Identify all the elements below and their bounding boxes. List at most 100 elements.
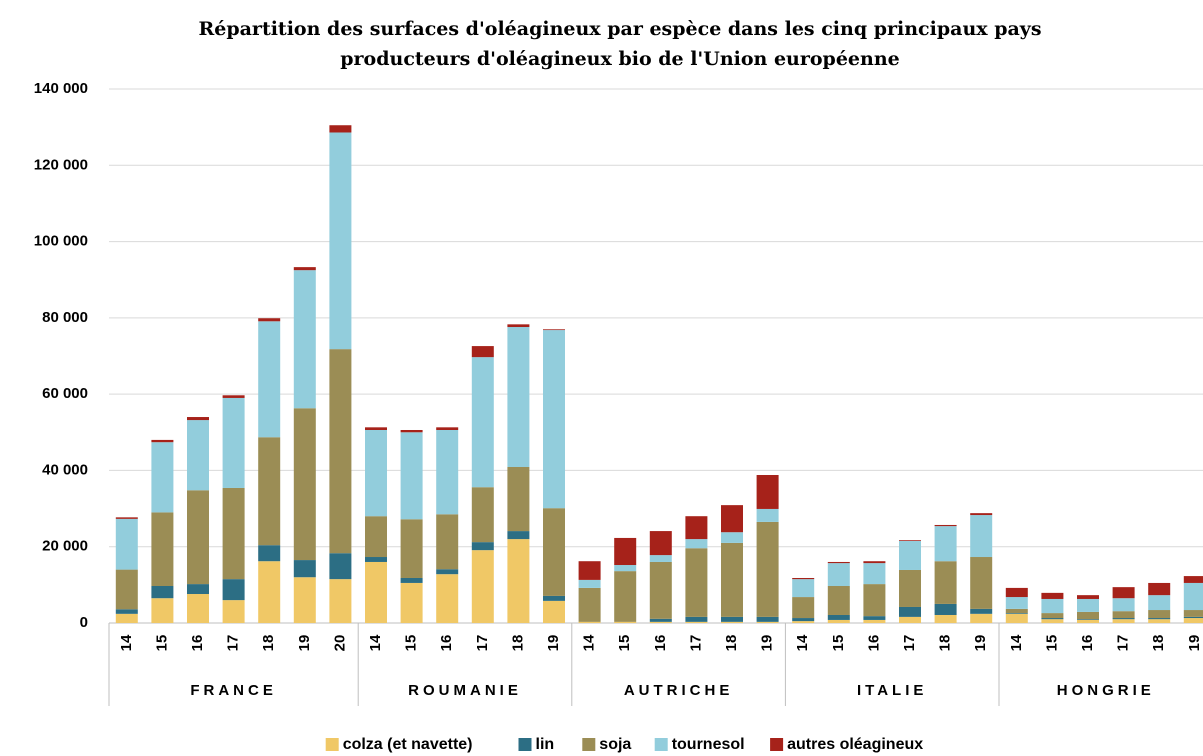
bar-segment bbox=[365, 516, 387, 558]
bar-segment bbox=[400, 432, 423, 520]
bar-segment bbox=[1112, 598, 1135, 612]
x-tick-label: 16 bbox=[1079, 635, 1096, 652]
bar-segment bbox=[685, 516, 708, 540]
bar-segment bbox=[436, 429, 459, 515]
bar-segment bbox=[578, 621, 601, 623]
bar-segment bbox=[400, 429, 423, 433]
bar-segment bbox=[649, 555, 672, 562]
bar-segment bbox=[578, 561, 601, 580]
bar-segment bbox=[685, 548, 708, 617]
bar-segment bbox=[970, 515, 993, 558]
bar-segment bbox=[507, 324, 530, 328]
y-tick-label: 0 bbox=[80, 614, 88, 631]
legend-swatch bbox=[770, 738, 784, 751]
y-tick-label: 140 000 bbox=[34, 80, 88, 97]
group-label: FRANCE bbox=[190, 682, 277, 699]
bar-segment bbox=[1005, 597, 1028, 609]
x-tick-label: 15 bbox=[403, 635, 420, 652]
bar-segment bbox=[1112, 587, 1135, 599]
bar-segment bbox=[471, 542, 494, 551]
bar-segment bbox=[1112, 619, 1135, 623]
bar-segment bbox=[115, 569, 138, 610]
bar-segment bbox=[471, 550, 494, 623]
group-label: AUTRICHE bbox=[624, 682, 734, 699]
bar-segment bbox=[507, 539, 530, 623]
bar-segment bbox=[614, 571, 637, 622]
x-tick-label: 16 bbox=[865, 635, 882, 652]
bar-segment bbox=[649, 531, 672, 556]
bar-segment bbox=[436, 569, 459, 575]
x-tick-label: 14 bbox=[1008, 634, 1025, 651]
bar-segment bbox=[507, 327, 530, 467]
x-tick-label: 14 bbox=[118, 634, 135, 651]
x-tick-label: 14 bbox=[367, 634, 384, 651]
bar-segment bbox=[863, 561, 886, 564]
bar-segment bbox=[827, 561, 850, 564]
legend-label: autres oléagineux bbox=[787, 736, 923, 753]
bar-segment bbox=[1005, 587, 1028, 598]
bar-segment bbox=[899, 540, 921, 570]
group-label: ITALIE bbox=[857, 682, 927, 699]
bar-segment bbox=[792, 579, 815, 598]
bar-segment bbox=[899, 606, 921, 617]
bar-segment bbox=[507, 531, 530, 540]
bar-segment bbox=[222, 395, 245, 398]
x-tick-label: 18 bbox=[260, 635, 277, 652]
bar-segment bbox=[934, 524, 957, 527]
x-tick-label: 18 bbox=[723, 635, 740, 652]
bar-segment bbox=[187, 594, 209, 623]
x-tick-label: 15 bbox=[830, 635, 847, 652]
bar-segment bbox=[115, 517, 138, 519]
x-tick-label: 17 bbox=[687, 635, 704, 652]
bar-segment bbox=[863, 584, 886, 617]
bar-segment bbox=[1041, 613, 1064, 619]
bar-segment bbox=[436, 574, 459, 623]
bar-segment bbox=[1077, 598, 1099, 612]
bar-segment bbox=[863, 619, 886, 623]
bar-segment bbox=[293, 408, 316, 561]
x-tick-label: 19 bbox=[972, 635, 989, 652]
x-tick-label: 19 bbox=[545, 635, 562, 652]
bar-segment bbox=[222, 397, 245, 488]
x-tick-label: 15 bbox=[1043, 635, 1060, 652]
bar-segment bbox=[685, 539, 708, 549]
bar-segment bbox=[365, 429, 387, 517]
bar-segment bbox=[1077, 595, 1099, 599]
legend-swatch bbox=[654, 738, 668, 751]
bar-segment bbox=[329, 579, 352, 623]
bar-segment bbox=[329, 349, 352, 554]
bar-segment bbox=[436, 514, 459, 570]
bar-segment bbox=[934, 561, 957, 604]
bar-segment bbox=[614, 565, 637, 572]
x-tick-label: 19 bbox=[759, 635, 776, 652]
bar-segment bbox=[471, 357, 494, 488]
bar-segment bbox=[293, 577, 316, 623]
legend-label: colza (et navette) bbox=[343, 736, 473, 753]
bar-segment bbox=[721, 616, 743, 622]
bar-segment bbox=[222, 579, 245, 601]
bar-segment bbox=[685, 621, 708, 623]
bar-segment bbox=[899, 569, 921, 607]
bar-segment bbox=[222, 487, 245, 580]
bar-segment bbox=[543, 330, 565, 509]
bar-segment bbox=[649, 561, 672, 619]
x-tick-label: 17 bbox=[474, 635, 491, 652]
bar-segment bbox=[543, 508, 565, 596]
bar-segment bbox=[365, 557, 387, 562]
chart-title: producteurs d'oléagineux bio de l'Union … bbox=[340, 48, 899, 70]
bar-segment bbox=[970, 608, 993, 614]
bar-segment bbox=[187, 417, 209, 421]
bar-segment bbox=[1183, 616, 1203, 619]
bar-segment bbox=[827, 586, 850, 615]
bar-segment bbox=[543, 600, 565, 623]
bar-segment bbox=[151, 512, 174, 587]
group-label: ROUMANIE bbox=[408, 682, 522, 699]
legend-swatch bbox=[582, 738, 596, 751]
bar-segment bbox=[756, 508, 779, 522]
bar-segment bbox=[258, 561, 281, 623]
bar-segment bbox=[1112, 618, 1135, 620]
y-tick-label: 60 000 bbox=[42, 385, 88, 402]
bar-segment bbox=[1041, 598, 1064, 614]
bar-segment bbox=[614, 621, 637, 623]
bar-segment bbox=[934, 603, 957, 615]
